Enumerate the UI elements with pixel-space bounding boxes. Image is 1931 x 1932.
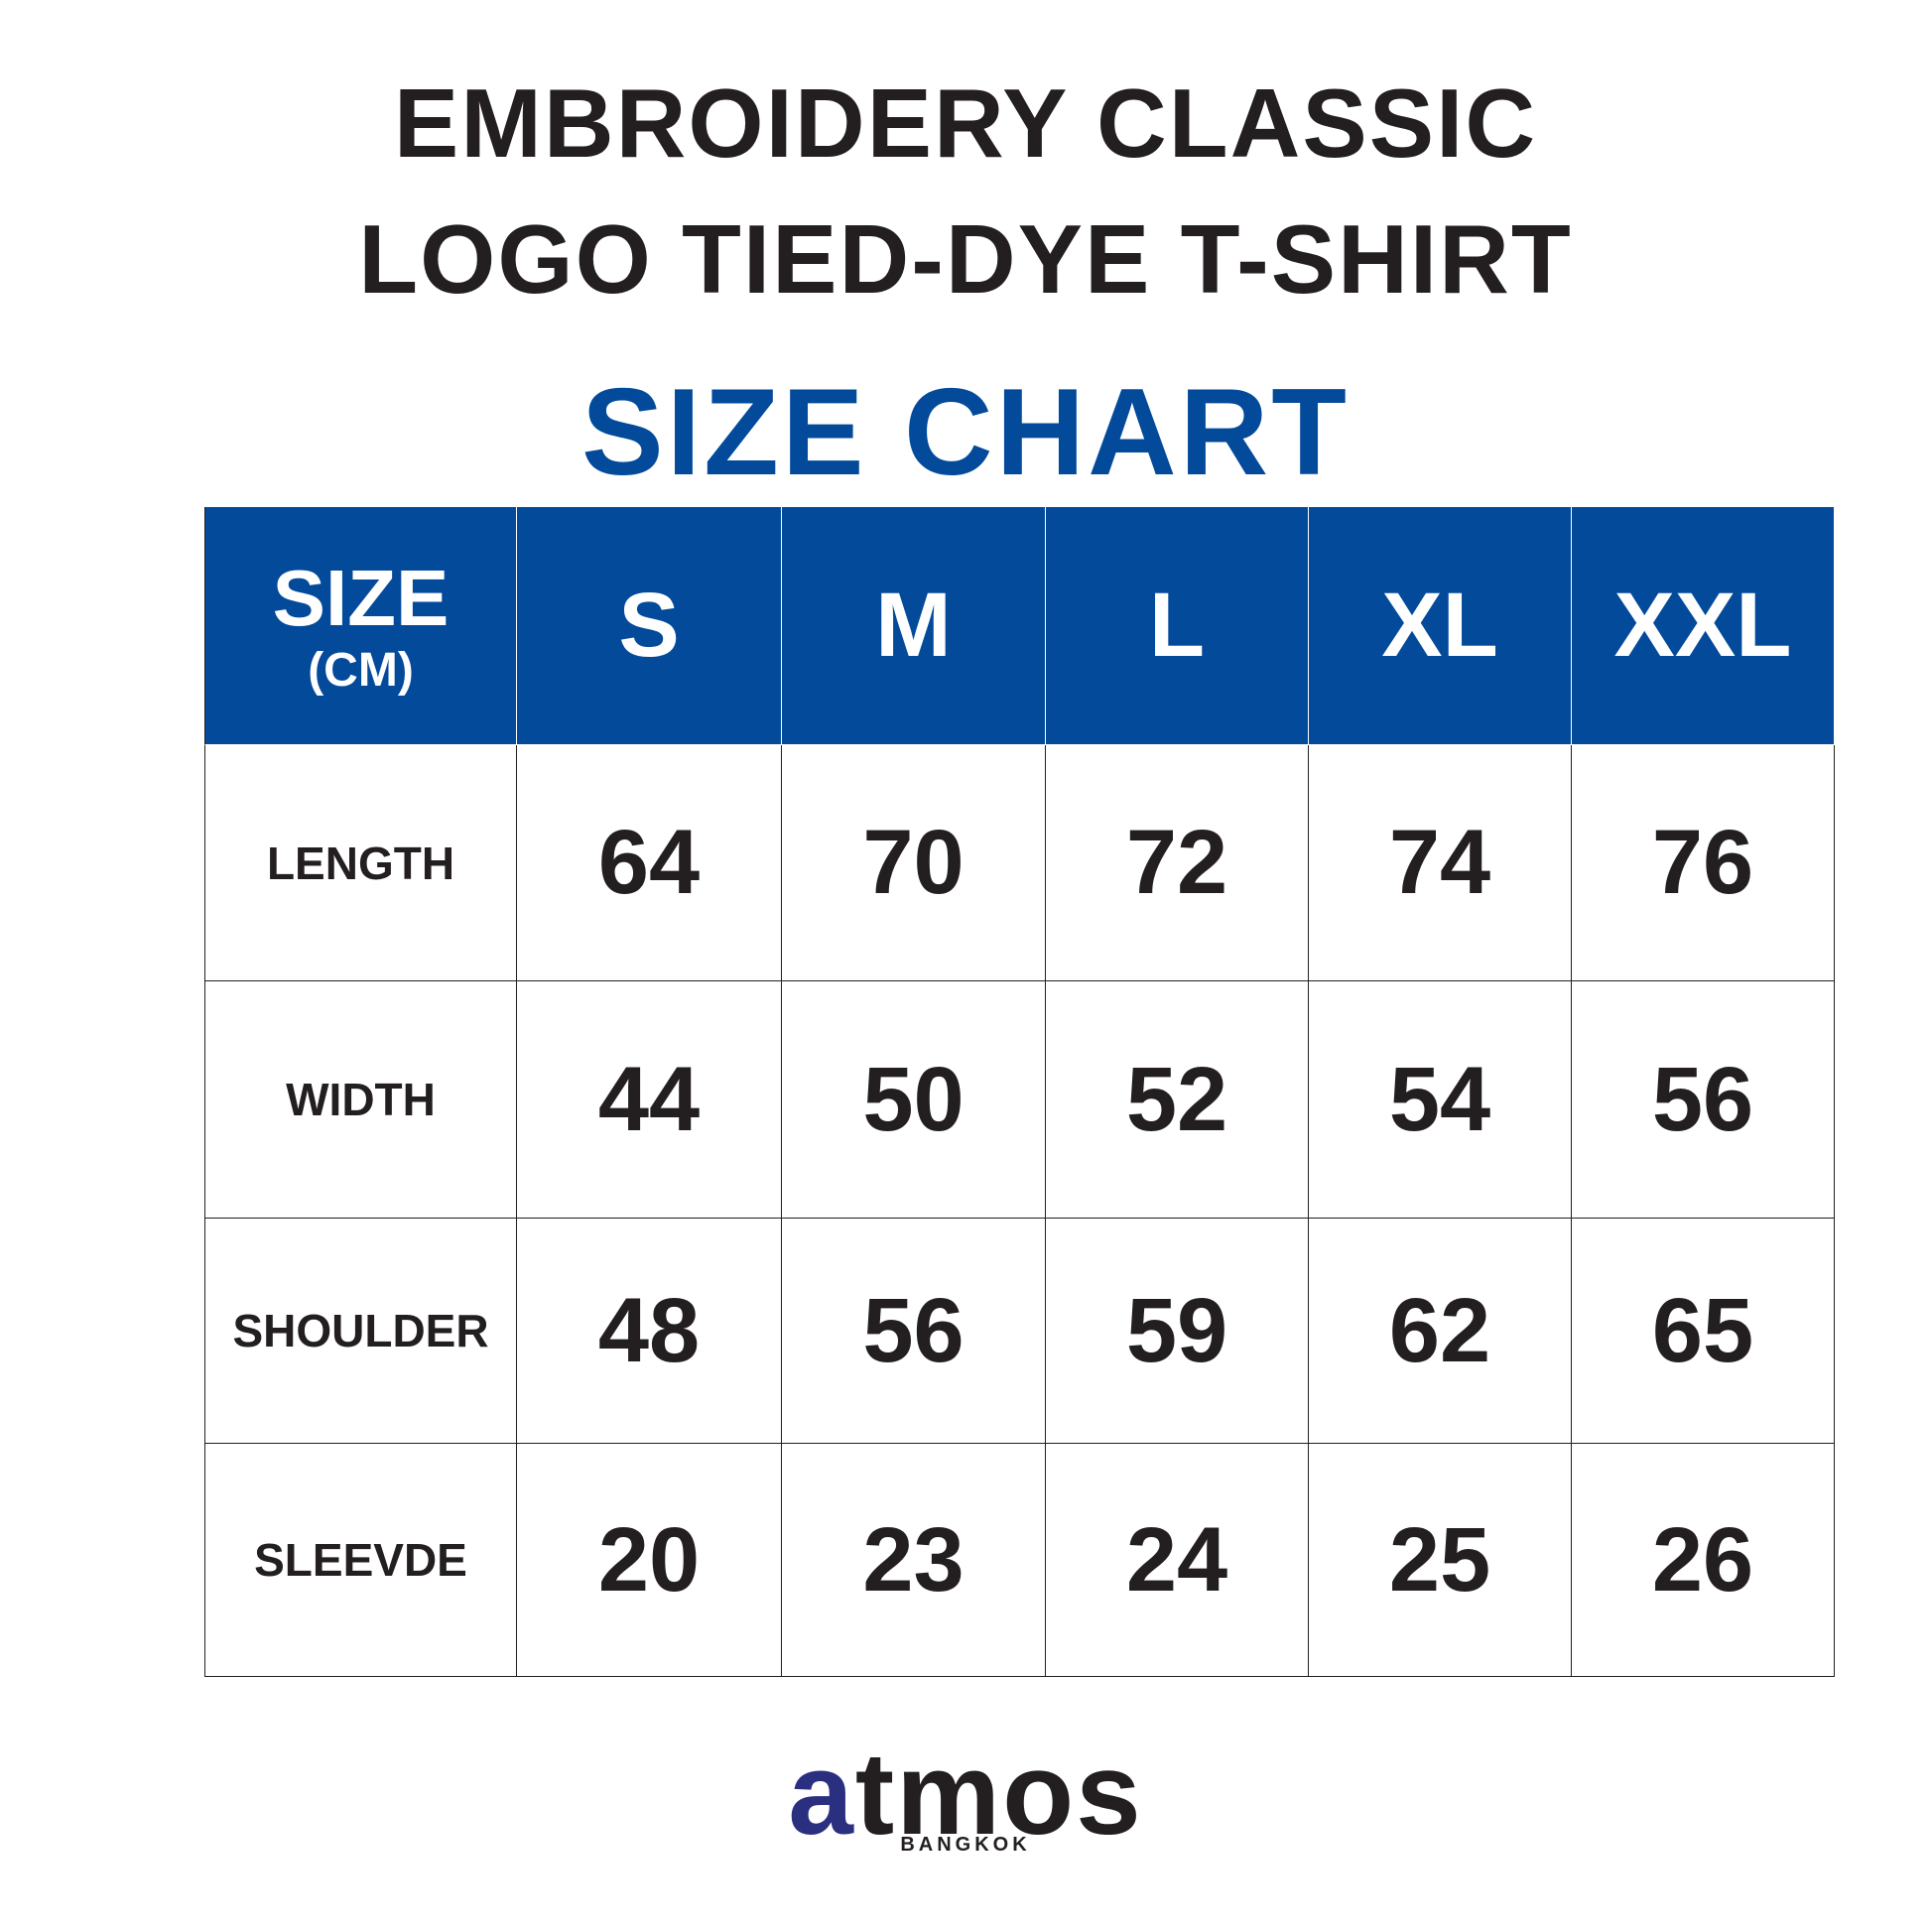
- table-cell: 74: [1309, 745, 1572, 981]
- row-label: SHOULDER: [232, 1305, 489, 1356]
- measurement: 23: [862, 1508, 965, 1610]
- measurement: 70: [862, 812, 965, 913]
- measurement: 24: [1125, 1508, 1228, 1610]
- measurement: 56: [862, 1279, 965, 1381]
- table-cell: 26: [1572, 1444, 1835, 1677]
- table-cell: 59: [1046, 1219, 1309, 1444]
- measurement: 48: [597, 1279, 701, 1381]
- table-cell: 72: [1046, 745, 1309, 981]
- measurement: 52: [1125, 1048, 1228, 1150]
- corner-label: SIZE: [272, 554, 450, 642]
- measurement: 20: [597, 1508, 701, 1610]
- measurement: 56: [1651, 1048, 1754, 1150]
- table-cell: 50: [782, 981, 1046, 1219]
- measurement: 74: [1388, 812, 1491, 913]
- table-cell: 24: [1046, 1444, 1309, 1677]
- table-cell: 20: [517, 1444, 782, 1677]
- table-cell: S: [517, 507, 782, 745]
- table-cell: L: [1046, 507, 1309, 745]
- table-cell: M: [782, 507, 1046, 745]
- measurement: 64: [597, 812, 701, 913]
- table-cell: 64: [517, 745, 782, 981]
- table-cell: SLEEVDE: [204, 1444, 517, 1677]
- title: LOGO TIED-DYE T-SHIRT: [358, 204, 1573, 314]
- row-label: LENGTH: [266, 837, 455, 889]
- measurement: 76: [1651, 812, 1754, 913]
- table-cell: 65: [1572, 1219, 1835, 1444]
- table-cell: 62: [1309, 1219, 1572, 1444]
- table-cell: 48: [517, 1219, 782, 1444]
- size-header: S: [618, 575, 680, 676]
- table-cell: WIDTH: [204, 981, 517, 1219]
- table-cell: 54: [1309, 981, 1572, 1219]
- measurement: 65: [1651, 1279, 1754, 1381]
- corner-unit: (CM): [308, 644, 414, 697]
- row-label: SLEEVDE: [254, 1534, 467, 1586]
- table-cell: 76: [1572, 745, 1835, 981]
- table-cell: 44: [517, 981, 782, 1219]
- measurement: 44: [597, 1048, 701, 1150]
- title: EMBROIDERY CLASSIC: [393, 68, 1538, 178]
- row-label: WIDTH: [286, 1074, 436, 1125]
- table-cell: SIZE (CM): [204, 507, 517, 745]
- size-header: L: [1148, 575, 1206, 676]
- table-cell: XL: [1309, 507, 1572, 745]
- size-table: SIZE (CM) S M L XL XXL LENGTH 64 70 72 74 76 WIDTH 44 5…: [204, 507, 1835, 1677]
- table-cell: 56: [782, 1219, 1046, 1444]
- measurement: 26: [1651, 1508, 1754, 1610]
- size-header: M: [875, 575, 952, 676]
- measurement: 72: [1125, 812, 1228, 913]
- subtitle: SIZE CHART: [581, 364, 1350, 501]
- measurement: 59: [1125, 1279, 1228, 1381]
- table-cell: 25: [1309, 1444, 1572, 1677]
- table-cell: 52: [1046, 981, 1309, 1219]
- brand-location: BANGKOK: [900, 1834, 1031, 1856]
- table-cell: 70: [782, 745, 1046, 981]
- brand-logo: atmos: [788, 1729, 1143, 1860]
- size-header: XXL: [1613, 575, 1792, 676]
- measurement: 62: [1388, 1279, 1491, 1381]
- table-cell: 56: [1572, 981, 1835, 1219]
- table-cell: XXL: [1572, 507, 1835, 745]
- measurement: 54: [1388, 1048, 1491, 1150]
- table-cell: SHOULDER: [204, 1219, 517, 1444]
- measurement: 25: [1388, 1508, 1491, 1610]
- table-cell: 23: [782, 1444, 1046, 1677]
- measurement: 50: [862, 1048, 965, 1150]
- size-header: XL: [1381, 575, 1498, 676]
- table-cell: LENGTH: [204, 745, 517, 981]
